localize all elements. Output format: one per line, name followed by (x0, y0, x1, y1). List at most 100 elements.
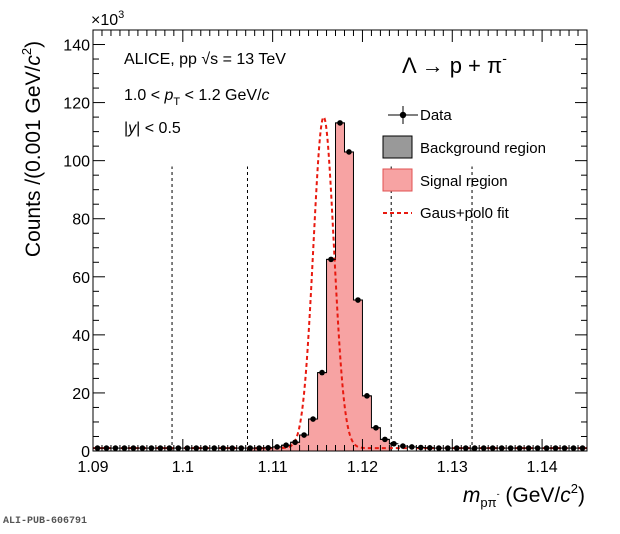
data-point (310, 416, 316, 422)
legend-background-swatch (382, 135, 413, 159)
rapidity-pre: | (124, 120, 128, 137)
rapidity-post: | < 0.5 (136, 120, 181, 137)
data-point (391, 440, 397, 447)
data-point (579, 445, 586, 451)
data-point (94, 445, 101, 451)
data-point (364, 393, 370, 399)
data-point (409, 444, 415, 450)
data-point (265, 445, 271, 451)
annotation-pt-range: 1.0 < pT < 1.2 GeV/c (124, 87, 270, 108)
y-tick-label: 60 (72, 270, 90, 287)
x-axis-title-var: m (463, 484, 481, 507)
x-tick-label: 1.12 (347, 459, 378, 476)
data-point (112, 445, 119, 451)
data-point (130, 445, 137, 451)
data-point (247, 445, 253, 451)
data-point (274, 444, 280, 450)
data-point (543, 445, 550, 451)
data-point (166, 445, 173, 451)
x-axis-title-sub-sup: - (497, 489, 500, 499)
y-exponent: ×103 (91, 9, 124, 29)
data-point (453, 445, 460, 451)
data-point (184, 445, 191, 451)
data-point (552, 445, 559, 451)
data-point (561, 445, 568, 451)
data-point (436, 445, 442, 451)
data-point (373, 424, 379, 431)
legend: Data Background region Signal region Gau… (382, 106, 546, 222)
y-exponent-power: 3 (118, 9, 124, 21)
data-point (202, 445, 209, 451)
y-exponent-base: ×10 (91, 12, 118, 29)
x-tick-label: 1.13 (437, 459, 468, 476)
axis-ticks: 1.09 1.1 1.11 1.12 1.13 1.14 0 20 40 60 80 100 120 14… (63, 29, 588, 476)
data-point (283, 442, 289, 448)
y-tick-label: 20 (72, 386, 90, 403)
data-point (220, 445, 227, 451)
pt-range-sub: T (173, 96, 180, 108)
data-point (418, 444, 424, 451)
data-point (157, 445, 164, 451)
data-point (229, 445, 236, 451)
y-axis-title-post: ) (22, 41, 45, 48)
pt-range-pre: 1.0 < (124, 87, 164, 104)
data-point (328, 256, 334, 263)
legend-label-signal: Signal region (420, 173, 508, 190)
reaction-text: Λ → p + π (402, 53, 502, 78)
data-point (337, 120, 343, 126)
data-point (103, 445, 110, 451)
data-point (480, 445, 487, 451)
data-point (471, 445, 478, 451)
pt-range-c: c (262, 87, 270, 104)
data-point (193, 445, 200, 451)
data-point (211, 445, 218, 451)
data-point (427, 445, 433, 451)
data-point (516, 445, 523, 451)
data-point (139, 445, 146, 451)
y-tick-label: 120 (63, 96, 90, 113)
legend-entry-signal: Signal region (382, 168, 508, 192)
data-point (507, 445, 514, 451)
y-tick-label: 80 (72, 212, 90, 229)
y-axis-title-c: c (22, 55, 45, 66)
data-point (525, 445, 532, 451)
x-axis-title-sub: pπ (480, 495, 496, 510)
data-point (462, 445, 469, 451)
y-tick-label: 0 (81, 444, 90, 461)
annotation-reaction: Λ → p + π- (402, 50, 507, 78)
y-tick-label: 140 (63, 38, 90, 55)
data-point (346, 149, 352, 155)
annotation-collision: ALICE, pp √s = 13 TeV (124, 51, 286, 68)
data-point (382, 436, 388, 443)
data-point (121, 445, 128, 451)
data-point (489, 445, 496, 451)
legend-entry-fit: Gaus+pol0 fit (383, 205, 510, 222)
x-tick-label: 1.11 (258, 459, 288, 476)
pt-range-post: < 1.2 GeV/ (180, 87, 262, 104)
data-point (319, 369, 325, 376)
data-point (444, 445, 451, 451)
data-point (570, 445, 577, 451)
x-axis-title-unit-c: c (560, 484, 571, 507)
legend-data-marker (399, 111, 407, 119)
x-tick-label: 1.09 (77, 459, 108, 476)
legend-label-background: Background region (420, 140, 546, 157)
annotation-rapidity: |y| < 0.5 (124, 120, 181, 137)
reaction-sup: - (502, 50, 507, 66)
legend-label-data: Data (420, 107, 452, 124)
data-points (93, 120, 587, 451)
data-point (355, 297, 361, 303)
data-point (256, 445, 262, 451)
x-axis-title-unit-c-exp: 2 (571, 481, 578, 496)
x-axis-title: mpπ- (GeV/c2) (463, 481, 585, 510)
data-point (148, 445, 155, 451)
data-point (292, 439, 298, 446)
y-axis-title-c-exp: 2 (19, 48, 34, 55)
y-tick-label: 40 (72, 328, 90, 345)
legend-label-fit: Gaus+pol0 fit (420, 205, 510, 222)
pt-range-var: p (163, 87, 173, 104)
legend-signal-swatch (382, 168, 413, 192)
legend-entry-data: Data (388, 106, 452, 124)
x-tick-label: 1.1 (172, 459, 194, 476)
